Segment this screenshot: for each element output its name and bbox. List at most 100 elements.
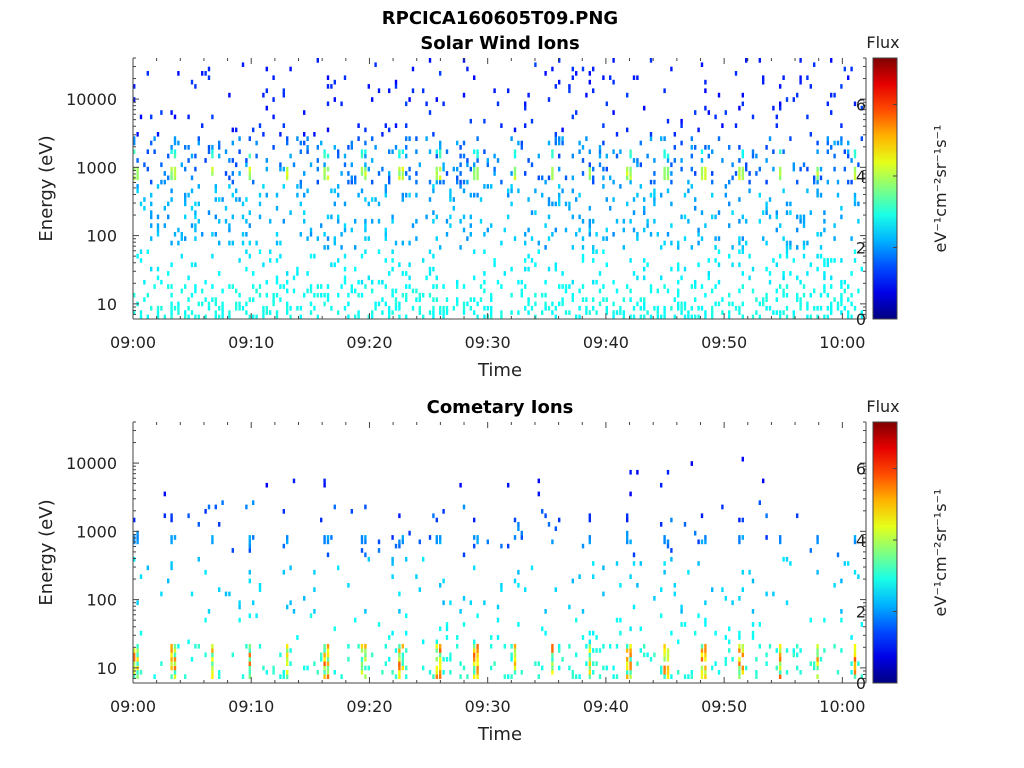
spectrogram-cell — [150, 266, 153, 272]
spectrogram-cell — [796, 643, 799, 649]
spectrogram-cell — [592, 249, 595, 254]
spectrogram-cell — [204, 297, 207, 302]
spectrogram-cell — [462, 214, 466, 220]
x-tick-label: 09:50 — [701, 697, 747, 716]
spectrogram-cell — [619, 617, 622, 623]
spectrogram-cell — [673, 583, 676, 588]
spectrogram-cell — [262, 262, 265, 268]
spectrogram-cell — [238, 292, 241, 298]
spectrogram-cell — [136, 674, 139, 679]
spectrogram-cell — [860, 622, 863, 627]
spectrogram-cell — [721, 297, 724, 302]
spectrogram-cell — [544, 179, 547, 185]
spectrogram-cell — [411, 223, 415, 228]
spectrogram-cell — [459, 179, 462, 185]
spectrogram-cell — [632, 314, 636, 319]
spectrogram-cell — [629, 469, 632, 475]
spectrogram-cell — [748, 179, 751, 185]
spectrogram-cell — [694, 630, 697, 636]
spectrogram-cell — [408, 136, 411, 141]
spectrogram-cell — [262, 305, 265, 311]
spectrogram-cell — [462, 179, 466, 185]
spectrogram-cell — [411, 305, 415, 311]
spectrogram-cell — [568, 284, 571, 289]
spectrogram-cell — [221, 500, 224, 505]
spectrogram-cell — [513, 153, 517, 159]
spectrogram-cell — [143, 297, 146, 302]
spectrogram-cell — [371, 97, 374, 102]
spectrogram-cell — [405, 192, 408, 198]
spectrogram-cell — [666, 665, 670, 671]
spectrogram-cell — [401, 656, 404, 662]
spectrogram-cell — [371, 310, 374, 315]
spectrogram-cell — [143, 162, 146, 168]
spectrogram-cell — [231, 171, 234, 176]
spectrogram-cell — [289, 661, 292, 666]
spectrogram-cell — [602, 665, 605, 671]
spectrogram-cell — [697, 314, 700, 319]
spectrogram-cell — [473, 249, 476, 254]
spectrogram-cell — [428, 249, 432, 254]
spectrogram-cell — [371, 279, 374, 285]
spectrogram-cell — [530, 258, 534, 263]
spectrogram-cell — [170, 648, 173, 653]
spectrogram-cell — [758, 622, 761, 627]
spectrogram-cell — [258, 214, 262, 220]
spectrogram-cell — [813, 175, 816, 181]
spectrogram-cell — [537, 478, 540, 484]
spectrogram-cell — [666, 188, 670, 194]
spectrogram-cell — [439, 652, 442, 658]
spectrogram-cell — [211, 648, 214, 653]
spectrogram-cell — [408, 530, 411, 536]
spectrogram-cell — [558, 201, 561, 207]
spectrogram-cell — [462, 92, 466, 98]
spectrogram-cell — [235, 127, 238, 133]
spectrogram-cell — [337, 310, 340, 315]
spectrogram-cell — [323, 670, 326, 675]
spectrogram-cell — [286, 661, 289, 666]
spectrogram-cell — [588, 227, 591, 233]
spectrogram-cell — [170, 314, 173, 319]
spectrogram-cell — [405, 123, 408, 128]
spectrogram-cell — [694, 314, 697, 319]
spectrogram-cell — [626, 166, 629, 172]
spectrogram-cell — [768, 214, 772, 220]
spectrogram-cell — [391, 310, 394, 315]
spectrogram-cell — [537, 661, 540, 666]
spectrogram-cell — [462, 305, 466, 311]
spectrogram-cell — [578, 149, 581, 154]
spectrogram-cell — [745, 240, 748, 246]
spectrogram-cell — [741, 175, 744, 181]
spectrogram-cell — [663, 136, 666, 141]
spectrogram-cell — [571, 670, 574, 675]
spectrogram-cell — [197, 314, 200, 319]
spectrogram-cell — [646, 310, 649, 315]
spectrogram-cell — [738, 236, 741, 241]
spectrogram-cell — [133, 310, 136, 315]
spectrogram-cell — [194, 223, 197, 228]
spectrogram-cell — [211, 253, 214, 259]
spectrogram-cell — [364, 656, 367, 662]
spectrogram-cell — [663, 240, 666, 246]
spectrogram-cell — [847, 310, 850, 315]
spectrogram-cell — [802, 292, 806, 298]
spectrogram-cell — [853, 674, 857, 679]
spectrogram-cell — [847, 284, 850, 289]
spectrogram-cell — [394, 305, 398, 311]
spectrogram-cell — [490, 223, 493, 228]
spectrogram-cell — [636, 158, 639, 163]
spectrogram-cell — [581, 258, 585, 263]
spectrogram-cell — [751, 149, 755, 154]
spectrogram-cell — [564, 288, 568, 294]
spectrogram-cell — [442, 656, 445, 662]
spectrogram-cell — [136, 188, 139, 194]
spectrogram-cell — [534, 62, 537, 67]
spectrogram-cell — [248, 153, 251, 159]
spectrogram-cell — [432, 297, 435, 302]
spectrogram-cell — [738, 158, 741, 163]
spectrogram-cell — [360, 643, 364, 649]
spectrogram-cell — [656, 310, 659, 315]
spectrogram-cell — [524, 305, 527, 311]
spectrogram-cell — [265, 105, 268, 111]
spectrogram-cell — [207, 609, 211, 614]
